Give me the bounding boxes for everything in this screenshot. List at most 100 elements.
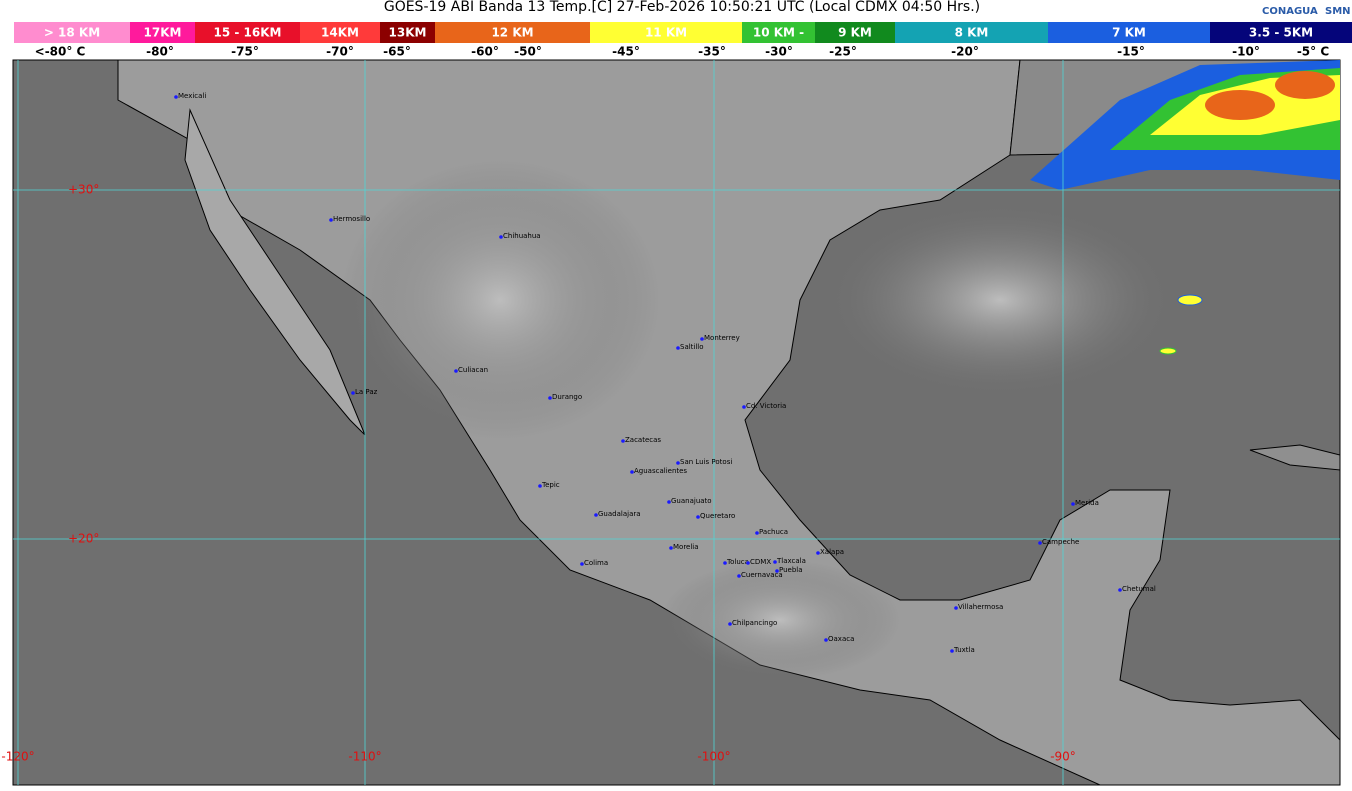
cuba: [1249, 444, 1341, 471]
city-label: Oaxaca: [828, 635, 854, 643]
temperature-label: -30°: [765, 45, 793, 59]
city-marker: [737, 574, 741, 578]
graticule: +30° +20° -120° -110° -100° -90°: [1, 60, 1340, 785]
baja-california: [184, 108, 366, 436]
city-label: Xalapa: [820, 548, 844, 556]
city-label: Cd. Victoria: [746, 402, 786, 410]
legend-label: 11 KM: [645, 26, 687, 40]
city-marker: [728, 622, 732, 626]
city-marker: [667, 500, 671, 504]
city-marker: [723, 561, 727, 565]
legend-swatch: [1210, 22, 1352, 43]
temperature-label: -45°: [612, 45, 640, 59]
city-label: Merida: [1075, 499, 1099, 507]
storm: [1205, 90, 1275, 120]
temperature-label: -60°: [471, 45, 499, 59]
city-marker: [630, 470, 634, 474]
city-marker: [329, 218, 333, 222]
city-marker: [548, 396, 552, 400]
temperature-label: -65°: [383, 45, 411, 59]
city-label: Hermosillo: [333, 215, 370, 223]
legend-swatch: [14, 22, 130, 43]
legend-label: 12 KM: [491, 26, 533, 40]
city-label: Colima: [584, 559, 608, 567]
city-label: Cuernavaca: [741, 571, 783, 579]
temperature-label: -10°: [1232, 45, 1260, 59]
legend-label: 15 - 16KM: [214, 26, 282, 40]
temperature-label: -15°: [1117, 45, 1145, 59]
storm: [1275, 71, 1335, 99]
city-marker: [755, 531, 759, 535]
legend-label: 13KM: [389, 26, 427, 40]
city-marker: [742, 405, 746, 409]
city-marker: [954, 606, 958, 610]
storm: [1159, 347, 1177, 355]
city-marker: [1038, 541, 1042, 545]
legend: > 18 KM 17KM 15 - 16KM 14KM 13KM 12 KM 11 KM 10…: [14, 22, 1352, 59]
temperature-label: -70°: [326, 45, 354, 59]
latitude-label: +30°: [68, 183, 99, 197]
temperature-label: -5° C: [1297, 45, 1330, 59]
city-label: Toluca: [726, 558, 749, 566]
city-marker: [950, 649, 954, 653]
legend-swatch: [815, 22, 895, 43]
city-label: La Paz: [355, 388, 378, 396]
cloud: [820, 200, 1180, 400]
map: +30° +20° -120° -110° -100° -90° Mexicali Herm…: [1, 59, 1341, 786]
legend-label: > 18 KM: [44, 26, 100, 40]
legend-swatch: [895, 22, 1048, 43]
logo-conagua: CONAGUA: [1262, 6, 1318, 17]
legend-swatch: [742, 22, 815, 43]
temperature-label: -80°: [146, 45, 174, 59]
city-label: Guadalajara: [598, 510, 641, 518]
city-marker: [775, 569, 779, 573]
temperature-label: <-80° C: [35, 45, 86, 59]
city-marker: [696, 515, 700, 519]
city-marker: [676, 346, 680, 350]
legend-swatch: [435, 22, 590, 43]
legend-swatch: [195, 22, 300, 43]
city-label: Tepic: [541, 481, 560, 489]
city-label: Durango: [552, 393, 582, 401]
city-label: Tlaxcala: [776, 557, 806, 565]
legend-label: 10 KM -: [753, 26, 804, 40]
city-marker: [669, 546, 673, 550]
city-marker: [746, 561, 750, 565]
city-label: Tuxtla: [953, 646, 975, 654]
city-label: Chilpancingo: [732, 619, 777, 627]
temperature-label: -75°: [231, 45, 259, 59]
city-label: Chetumal: [1122, 585, 1156, 593]
longitude-label: -120°: [1, 750, 34, 764]
cloud: [660, 560, 900, 680]
city-marker: [538, 484, 542, 488]
city-marker: [700, 337, 704, 341]
temperature-label: -25°: [829, 45, 857, 59]
legend-swatch: [1048, 22, 1210, 43]
longitude-label: -100°: [697, 750, 730, 764]
city-marker: [676, 461, 680, 465]
city-marker: [824, 638, 828, 642]
longitude-label: -90°: [1050, 750, 1076, 764]
city-label: Culiacan: [458, 366, 488, 374]
legend-label: 9 KM: [838, 26, 872, 40]
city-marker: [351, 391, 355, 395]
city-marker: [773, 560, 777, 564]
cities: Mexicali Hermosillo Chihuahua MonterreySalt…: [174, 92, 1156, 654]
city-label: Villahermosa: [958, 603, 1003, 611]
longitude-label: -110°: [348, 750, 381, 764]
city-marker: [174, 95, 178, 99]
temperature-label: -50°: [514, 45, 542, 59]
city-label: Morelia: [673, 543, 699, 551]
city-label: Zacatecas: [625, 436, 661, 444]
temperature-label: -20°: [951, 45, 979, 59]
legend-label: 17KM: [144, 26, 182, 40]
temperature-label: -35°: [698, 45, 726, 59]
logo-smn: SMN: [1325, 6, 1351, 17]
legend-swatch: [300, 22, 380, 43]
city-marker: [1071, 502, 1075, 506]
city-label: Puebla: [779, 566, 803, 574]
legend-swatch: [590, 22, 742, 43]
city-label: Monterrey: [704, 334, 740, 342]
city-label: Saltillo: [680, 343, 704, 351]
